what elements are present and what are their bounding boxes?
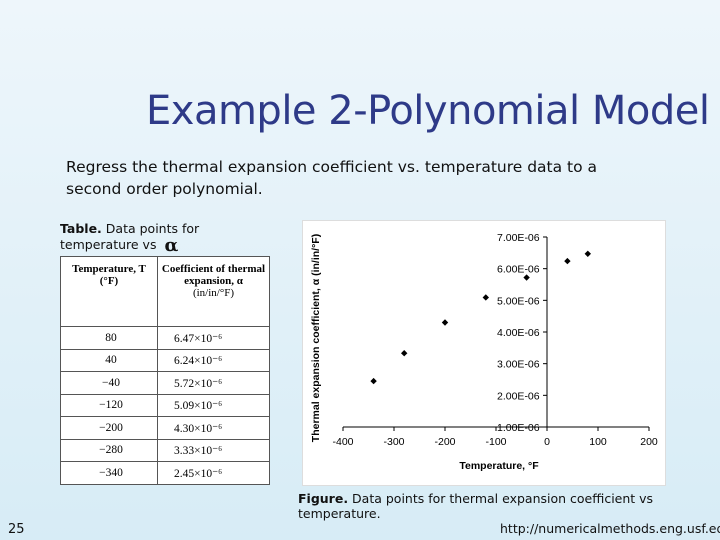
data-table: Temperature, T (°F) Coefficient of therm… [60, 256, 270, 485]
alpha-symbol: α [164, 235, 179, 256]
y-tick-label: 3.00E-06 [497, 359, 540, 371]
temperature-cell: −40 [60, 371, 158, 395]
coefficient-cell: 6.47×10⁻⁶ [157, 326, 270, 350]
x-tick-label: 100 [589, 436, 607, 448]
coefficient-cell: 5.09×10⁻⁶ [157, 393, 270, 417]
y-tick-label: 5.00E-06 [497, 295, 540, 307]
x-tick-label: -200 [434, 436, 455, 448]
data-point [482, 294, 489, 301]
y-tick-label: 2.00E-06 [497, 390, 540, 402]
x-tick-label: 0 [544, 436, 550, 448]
table-row: −120 5.09×10⁻⁶ [60, 393, 270, 417]
temperature-cell: −280 [60, 438, 158, 462]
slide-title: Example 2-Polynomial Model [146, 88, 710, 134]
x-axis-title: Temperature, °F [459, 460, 539, 472]
x-tick-label: -300 [383, 436, 404, 448]
data-point [584, 250, 591, 257]
header-coefficient: Coefficient of thermal expansion, α (in/… [157, 256, 270, 327]
temperature-cell: −200 [60, 416, 158, 440]
table-row: 80 6.47×10⁻⁶ [60, 326, 270, 350]
header-temperature-label: Temperature, T [72, 263, 146, 275]
temperature-cell: 40 [60, 348, 158, 372]
table-caption-text: Data points for temperature vs [60, 221, 200, 252]
temperature-cell: −340 [60, 461, 158, 485]
coefficient-cell: 3.33×10⁻⁶ [157, 438, 270, 462]
table-row: −280 3.33×10⁻⁶ [60, 438, 270, 462]
temperature-cell: −120 [60, 393, 158, 417]
data-point [370, 377, 377, 385]
figure-caption-label: Figure. [298, 491, 349, 506]
header-temperature-unit: (°F) [99, 275, 119, 287]
figure-caption: Figure. Data points for thermal expansio… [298, 491, 658, 521]
y-tick-label: 4.00E-06 [497, 327, 540, 339]
chart-frame: 1.00E-06 2.00E-06 3.00E-06 4.00E-06 5.00E-06… [302, 220, 666, 486]
coefficient-cell: 4.30×10⁻⁶ [157, 416, 270, 440]
scatter-chart: 1.00E-06 2.00E-06 3.00E-06 4.00E-06 5.00E-06… [310, 232, 658, 472]
source-url: http://numericalmethods.eng.usf.edu [500, 521, 720, 536]
table-row: −200 4.30×10⁻⁶ [60, 416, 270, 440]
page-number: 25 [8, 522, 25, 537]
coefficient-cell: 2.45×10⁻⁶ [157, 461, 270, 485]
x-tick-label: -100 [485, 436, 506, 448]
coefficient-cell: 6.24×10⁻⁶ [157, 348, 270, 372]
table-row: 40 6.24×10⁻⁶ [60, 348, 270, 372]
header-coefficient-label: Coefficient of thermal expansion, α [161, 263, 266, 287]
data-point [564, 257, 571, 265]
y-tick-label: 6.00E-06 [497, 264, 540, 276]
data-point [441, 319, 449, 326]
figure-caption-text: Data points for thermal expansion coeffi… [298, 491, 654, 521]
data-point [401, 350, 408, 357]
y-tick-label: 1.00E-06 [497, 422, 540, 434]
table-body: 80 6.47×10⁻⁶ 40 6.24×10⁻⁶ −40 5.72×10⁻⁶ −120 5.… [60, 326, 270, 485]
table-row: −40 5.72×10⁻⁶ [60, 371, 270, 395]
header-coefficient-unit: (in/in/°F) [192, 287, 235, 299]
slide-subtitle: Regress the thermal expansion coefficien… [66, 158, 598, 198]
x-tick-label: 200 [640, 436, 658, 448]
header-temperature: Temperature, T (°F) [60, 256, 158, 327]
y-tick-label: 7.00E-06 [497, 232, 540, 244]
coefficient-cell: 5.72×10⁻⁶ [157, 371, 270, 395]
x-tick-label: -400 [332, 436, 353, 448]
table-row: −340 2.45×10⁻⁶ [60, 461, 270, 485]
temperature-cell: 80 [60, 326, 158, 350]
y-axis-title: Thermal expansion coefficient, α (in/in/… [310, 234, 322, 442]
table-caption-label: Table. [60, 221, 102, 236]
table-caption: Table. Data points for temperature vs α [60, 221, 250, 256]
